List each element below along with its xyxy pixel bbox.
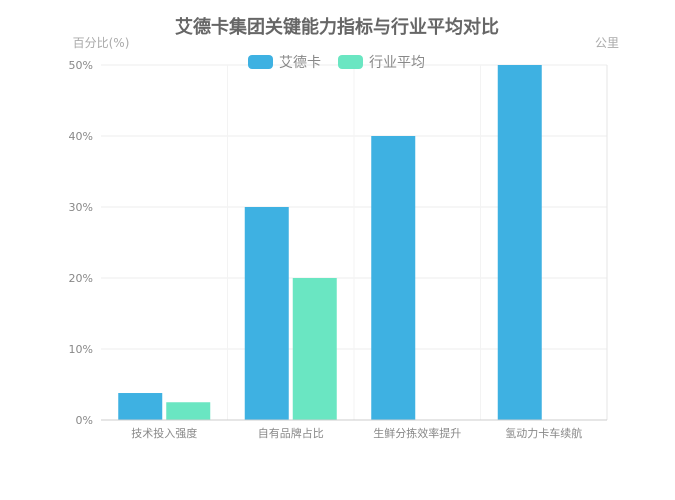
bar-group [118, 65, 542, 420]
bar[interactable] [371, 136, 416, 420]
y-tick-label: 40% [69, 130, 93, 143]
bar[interactable] [118, 393, 163, 420]
legend[interactable]: 艾德卡 行业平均 [248, 55, 425, 71]
bar[interactable] [497, 65, 542, 420]
y-tick-label: 10% [69, 343, 93, 356]
legend-swatch[interactable] [338, 55, 363, 69]
bar[interactable] [166, 402, 211, 420]
chart-title: 艾德卡集团关键能力指标与行业平均对比 [175, 16, 499, 38]
y-tick-label: 0% [76, 414, 93, 427]
bar[interactable] [244, 207, 289, 420]
axes: 0% 10% 20% 30% 40% 50% 技术投入强度 自有品牌占比 生鲜分拣效率提升 氢动力… [69, 59, 607, 440]
right-axis-name: 公里 [595, 36, 619, 50]
left-axis-name: 百分比(%) [73, 36, 130, 50]
x-tick-label: 氢动力卡车续航 [505, 426, 582, 440]
x-tick-label: 生鲜分拣效率提升 [373, 426, 461, 440]
y-tick-label: 50% [69, 59, 93, 72]
x-tick-label: 自有品牌占比 [258, 426, 324, 440]
legend-label[interactable]: 行业平均 [369, 55, 425, 71]
legend-label[interactable]: 艾德卡 [279, 55, 321, 71]
x-tick-label: 技术投入强度 [131, 426, 197, 440]
y-tick-label: 20% [69, 272, 93, 285]
y-tick-label: 30% [69, 201, 93, 214]
bar[interactable] [292, 278, 337, 420]
legend-swatch[interactable] [248, 55, 273, 69]
